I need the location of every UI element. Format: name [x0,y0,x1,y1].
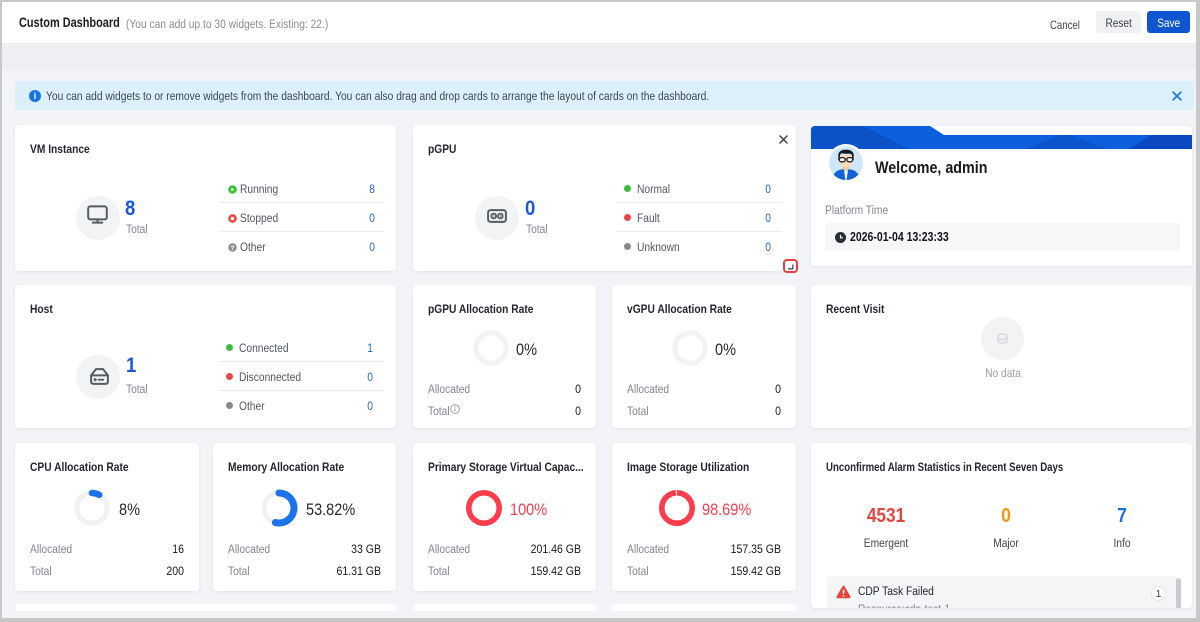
svg-text:?: ? [231,245,235,252]
